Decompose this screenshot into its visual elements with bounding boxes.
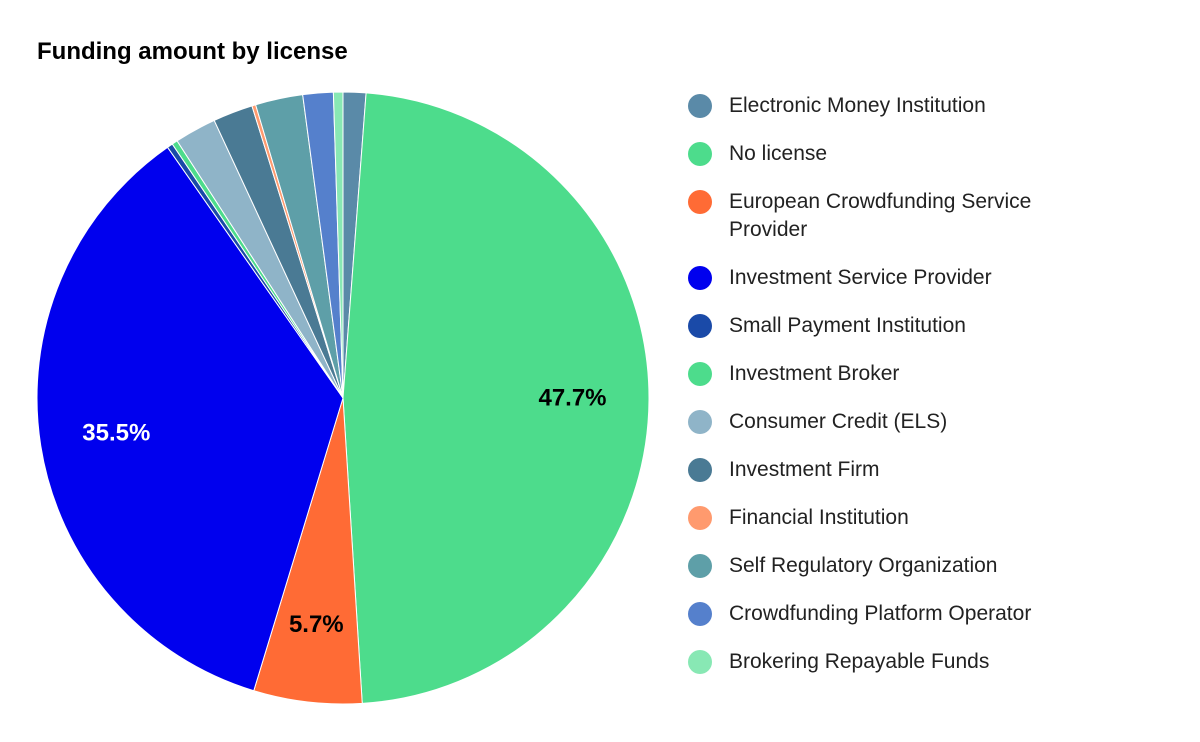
pie-slice-no-license: [342, 92, 650, 704]
slice-label-no-license: 47.7%: [538, 385, 606, 412]
legend-item-electronic-money-institution: Electronic Money Institution: [688, 92, 1188, 120]
legend-item-european-crowdfunding-service-provider: European Crowdfunding Service Provider: [688, 188, 1188, 244]
legend-label: Crowdfunding Platform Operator: [729, 602, 1032, 625]
legend-item-small-payment-institution: Small Payment Institution: [688, 312, 1188, 340]
legend-swatch: [688, 650, 712, 674]
legend-label: Consumer Credit (ELS): [729, 410, 948, 433]
legend-label: Small Payment Institution: [729, 314, 966, 337]
legend-item-self-regulatory-organization: Self Regulatory Organization: [688, 552, 1188, 580]
slice-label-investment-service-provider: 35.5%: [82, 419, 150, 446]
chart-title: Funding amount by license: [37, 38, 348, 65]
legend-swatch: [688, 190, 712, 214]
pie-slice-investment-service-provider: [36, 146, 344, 692]
legend-label: Brokering Repayable Funds: [729, 650, 990, 673]
legend-swatch: [688, 554, 712, 578]
legend-label: Financial Institution: [729, 506, 909, 529]
legend-item-financial-institution: Financial Institution: [688, 504, 1188, 532]
legend-item-brokering-repayable-funds: Brokering Repayable Funds: [688, 648, 1188, 676]
legend-label: No license: [729, 142, 828, 165]
legend-item-investment-service-provider: Investment Service Provider: [688, 264, 1188, 292]
legend-item-no-license: No license: [688, 140, 1188, 168]
legend-swatch: [688, 314, 712, 338]
legend-item-consumer-credit-els: Consumer Credit (ELS): [688, 408, 1188, 436]
legend-label: Electronic Money Institution: [729, 94, 986, 117]
legend-label: Self Regulatory Organization: [729, 554, 998, 577]
legend-item-crowdfunding-platform-operator: Crowdfunding Platform Operator: [688, 600, 1188, 628]
legend-item-investment-broker: Investment Broker: [688, 360, 1188, 388]
legend-swatch: [688, 94, 712, 118]
legend-swatch: [688, 142, 712, 166]
legend-swatch: [688, 362, 712, 386]
legend-item-investment-firm: Investment Firm: [688, 456, 1188, 484]
pie-slice-brokering-repayable-funds: [332, 91, 344, 399]
slice-label-european-crowdfunding-service-provider: 5.7%: [289, 611, 344, 638]
legend-label: Investment Firm: [729, 458, 880, 481]
chart-legend: Electronic Money Institution No license Eu…: [688, 92, 1188, 696]
pie-chart: 47.7% 5.7% 35.5%: [36, 91, 650, 705]
legend-swatch: [688, 602, 712, 626]
legend-label: Investment Broker: [729, 362, 900, 385]
legend-swatch: [688, 458, 712, 482]
legend-swatch: [688, 506, 712, 530]
legend-swatch: [688, 410, 712, 434]
legend-label: Investment Service Provider: [729, 266, 992, 289]
legend-label: European Crowdfunding Service Provider: [729, 190, 1032, 241]
legend-swatch: [688, 266, 712, 290]
